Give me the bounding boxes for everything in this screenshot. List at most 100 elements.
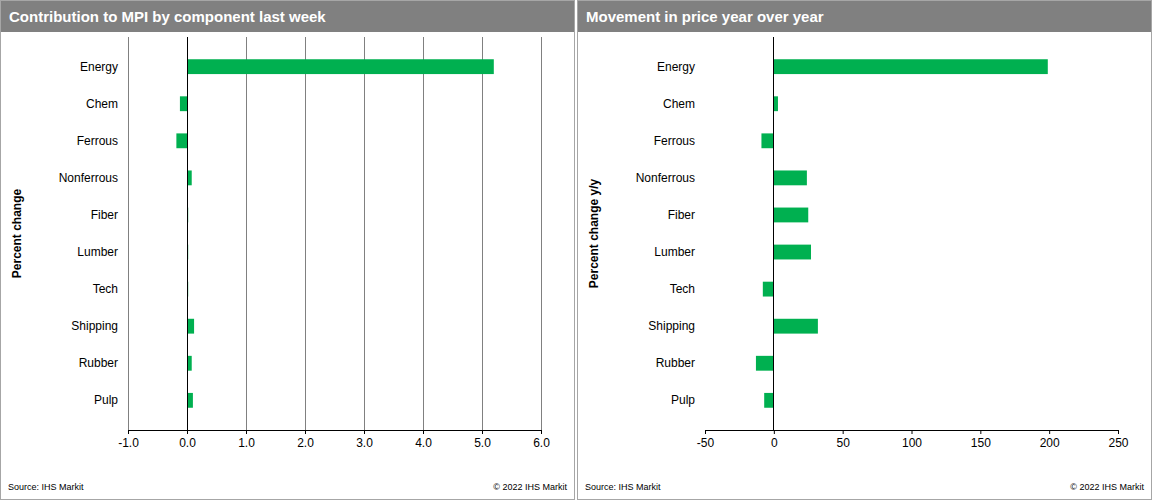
y-axis: Energy Chem Ferrous Nonferrous Fiber Lumber Te… bbox=[636, 60, 696, 408]
y-tick: Shipping bbox=[71, 319, 118, 333]
x-tick: 1.0 bbox=[238, 430, 255, 450]
x-tick: 5.0 bbox=[474, 430, 491, 450]
y-tick: Pulp bbox=[671, 393, 695, 407]
copyright-note: © 2022 IHS Markit bbox=[1070, 482, 1144, 492]
x-tick-mark bbox=[705, 430, 706, 434]
grid bbox=[128, 37, 541, 430]
bar bbox=[761, 133, 773, 148]
category-label: Fiber bbox=[668, 208, 695, 222]
bar bbox=[187, 59, 494, 74]
chart-title: Contribution to MPI by component last we… bbox=[9, 8, 326, 25]
x-tick-mark bbox=[1118, 430, 1119, 434]
y-tick: Tech bbox=[670, 282, 695, 296]
category-label: Chem bbox=[86, 97, 118, 111]
grid-line bbox=[187, 37, 188, 430]
category-label: Ferrous bbox=[654, 134, 695, 148]
x-tick-mark bbox=[774, 430, 775, 434]
bar bbox=[764, 393, 774, 408]
category-label: Rubber bbox=[656, 356, 695, 370]
x-tick-label: 100 bbox=[902, 436, 922, 450]
category-label: Shipping bbox=[71, 319, 118, 333]
x-tick: -1.0 bbox=[118, 430, 139, 450]
y-tick: Energy bbox=[80, 60, 118, 74]
y-tick: Lumber bbox=[654, 245, 695, 259]
bar bbox=[187, 393, 193, 408]
x-tick-label: -50 bbox=[697, 436, 715, 450]
x-tick: 150 bbox=[971, 430, 991, 450]
x-tick-label: 0 bbox=[771, 436, 778, 450]
y-tick: Rubber bbox=[656, 356, 695, 370]
bar bbox=[774, 170, 807, 185]
category-label: Energy bbox=[80, 60, 118, 74]
x-tick-mark bbox=[364, 430, 365, 434]
x-tick-mark bbox=[246, 430, 247, 434]
y-tick: Nonferrous bbox=[636, 171, 695, 185]
x-tick-mark bbox=[912, 430, 913, 434]
bar bbox=[774, 208, 808, 223]
bar bbox=[774, 96, 778, 111]
category-label: Energy bbox=[657, 60, 695, 74]
bars bbox=[176, 59, 493, 408]
panel-frame bbox=[578, 1, 1152, 500]
bar bbox=[763, 282, 774, 297]
y-tick: Ferrous bbox=[654, 134, 695, 148]
chart-canvas: Contribution to MPI by component last we… bbox=[0, 0, 1157, 502]
grid-line bbox=[423, 37, 424, 430]
x-tick-mark bbox=[482, 430, 483, 434]
bar bbox=[187, 319, 194, 334]
x-tick-mark bbox=[187, 430, 188, 434]
y-tick: Ferrous bbox=[77, 134, 118, 148]
bar bbox=[187, 170, 192, 185]
source-note: Source: IHS Markit bbox=[585, 482, 661, 492]
x-tick-mark bbox=[843, 430, 844, 434]
y-tick: Energy bbox=[657, 60, 695, 74]
category-label: Lumber bbox=[654, 245, 695, 259]
y-tick: Fiber bbox=[668, 208, 695, 222]
x-tick-label: 2.0 bbox=[297, 436, 314, 450]
grid-line bbox=[128, 37, 129, 430]
bar bbox=[774, 245, 811, 260]
x-tick: 3.0 bbox=[356, 430, 373, 450]
x-tick: 50 bbox=[836, 430, 850, 450]
x-tick-label: 50 bbox=[836, 436, 850, 450]
category-label: Chem bbox=[663, 97, 695, 111]
y-axis-title: Percent change bbox=[10, 188, 24, 278]
panel-frame bbox=[1, 1, 575, 500]
grid-line bbox=[364, 37, 365, 430]
x-tick-label: 1.0 bbox=[238, 436, 255, 450]
category-label: Nonferrous bbox=[636, 171, 695, 185]
bar bbox=[176, 133, 187, 148]
x-tick: 200 bbox=[1040, 430, 1060, 450]
x-tick: 2.0 bbox=[297, 430, 314, 450]
x-tick: 4.0 bbox=[415, 430, 432, 450]
source-note: Source: IHS Markit bbox=[8, 482, 84, 492]
copyright-note: © 2022 IHS Markit bbox=[493, 482, 567, 492]
x-tick-label: 150 bbox=[971, 436, 991, 450]
y-tick: Shipping bbox=[648, 319, 695, 333]
category-label: Lumber bbox=[77, 245, 118, 259]
x-axis-line bbox=[129, 431, 542, 435]
x-tick-mark bbox=[423, 430, 424, 434]
grid-line bbox=[246, 37, 247, 430]
x-tick-mark bbox=[305, 430, 306, 434]
zero-line bbox=[187, 37, 188, 430]
x-tick-mark bbox=[541, 430, 542, 434]
x-tick-label: 250 bbox=[1108, 436, 1128, 450]
bar bbox=[774, 59, 1048, 74]
y-tick: Lumber bbox=[77, 245, 118, 259]
y-tick: Tech bbox=[93, 282, 118, 296]
bar bbox=[187, 356, 192, 371]
x-tick-mark bbox=[128, 430, 129, 434]
category-label: Pulp bbox=[94, 393, 118, 407]
y-tick: Chem bbox=[663, 97, 695, 111]
chart-title: Movement in price year over year bbox=[586, 8, 824, 25]
x-tick: 0.0 bbox=[179, 430, 196, 450]
x-tick: 0 bbox=[771, 430, 778, 450]
x-axis-line bbox=[706, 431, 1119, 435]
y-axis-title: Percent change y/y bbox=[587, 178, 601, 288]
x-tick: 250 bbox=[1108, 430, 1128, 450]
x-tick: -50 bbox=[697, 430, 715, 450]
chart-panel: Contribution to MPI by component last we… bbox=[1, 1, 575, 500]
title-bar bbox=[578, 1, 1151, 32]
y-axis: EnergyChemFerrousNonferrousFiberLumberTe… bbox=[59, 60, 119, 408]
